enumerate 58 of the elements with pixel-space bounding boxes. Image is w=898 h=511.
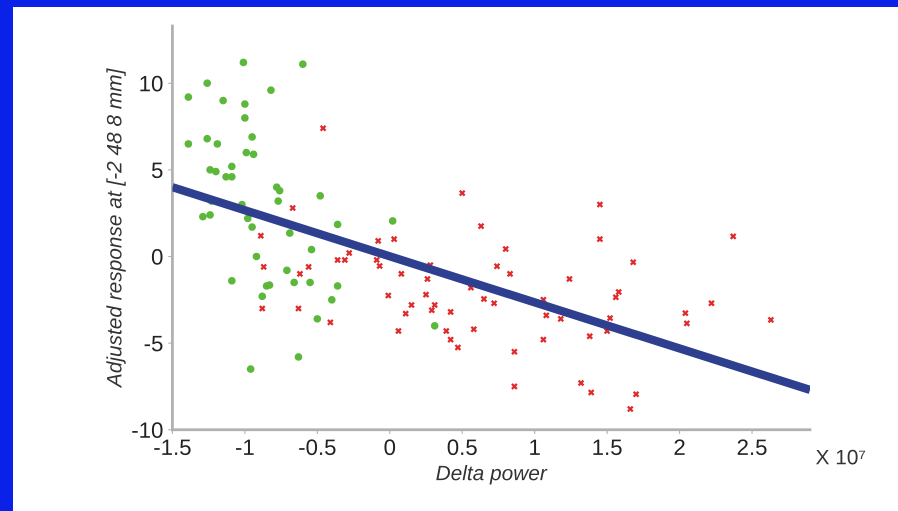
- point: [244, 214, 252, 222]
- y-tick-label: 10: [140, 76, 163, 92]
- y-tick-label: 0: [152, 249, 163, 265]
- point: [306, 278, 314, 286]
- point: [206, 211, 214, 219]
- point: [203, 79, 211, 88]
- point: [334, 282, 342, 290]
- point: [274, 197, 282, 205]
- point: [228, 162, 236, 170]
- x-tick-label: 1.5: [593, 440, 622, 456]
- point: [212, 168, 220, 176]
- x-tick-label: 0.5: [448, 439, 477, 456]
- point: [308, 246, 316, 254]
- x-tick-label: 2: [674, 439, 685, 455]
- x-tick-label: -1.5: [154, 440, 191, 456]
- point: [276, 186, 284, 194]
- point: [267, 86, 275, 94]
- y-tick-label: -10: [132, 422, 163, 438]
- x-tick-label: -1: [236, 440, 254, 455]
- point: [214, 140, 222, 148]
- point: [250, 150, 258, 158]
- point: [184, 93, 192, 101]
- point: [248, 223, 256, 231]
- point: [199, 212, 207, 220]
- point: [184, 140, 192, 148]
- point: [388, 217, 396, 225]
- point: [290, 278, 298, 286]
- point: [430, 322, 438, 330]
- point: [328, 296, 336, 304]
- point: [334, 220, 342, 228]
- x-tick-label: -0.5: [299, 439, 336, 456]
- point: [294, 353, 302, 361]
- x-tick-label: 0: [384, 439, 396, 456]
- point: [242, 148, 250, 156]
- point: [228, 276, 236, 285]
- point: [228, 172, 236, 181]
- point: [258, 292, 266, 300]
- point: [314, 315, 322, 323]
- point: [316, 192, 324, 200]
- y-axis-title: Adjusted response at [-2 48 8 mm]: [106, 68, 126, 388]
- y-tick-label: -5: [144, 336, 162, 352]
- point: [240, 58, 248, 66]
- point: [219, 96, 227, 104]
- point: [248, 133, 256, 141]
- x-axis-title: Delta power: [436, 465, 548, 484]
- x-tick-label: 1: [530, 440, 540, 455]
- point: [286, 229, 294, 237]
- x-tick-label: 2.5: [738, 439, 767, 456]
- point: [283, 266, 291, 274]
- point: [299, 60, 307, 68]
- y-tick-label: 5: [152, 162, 162, 178]
- point: [203, 134, 211, 142]
- point: [241, 100, 249, 108]
- text: X 10⁷: [816, 450, 866, 464]
- point: [241, 114, 249, 122]
- point: [252, 252, 260, 260]
- point: [246, 365, 254, 373]
- point: [266, 281, 274, 289]
